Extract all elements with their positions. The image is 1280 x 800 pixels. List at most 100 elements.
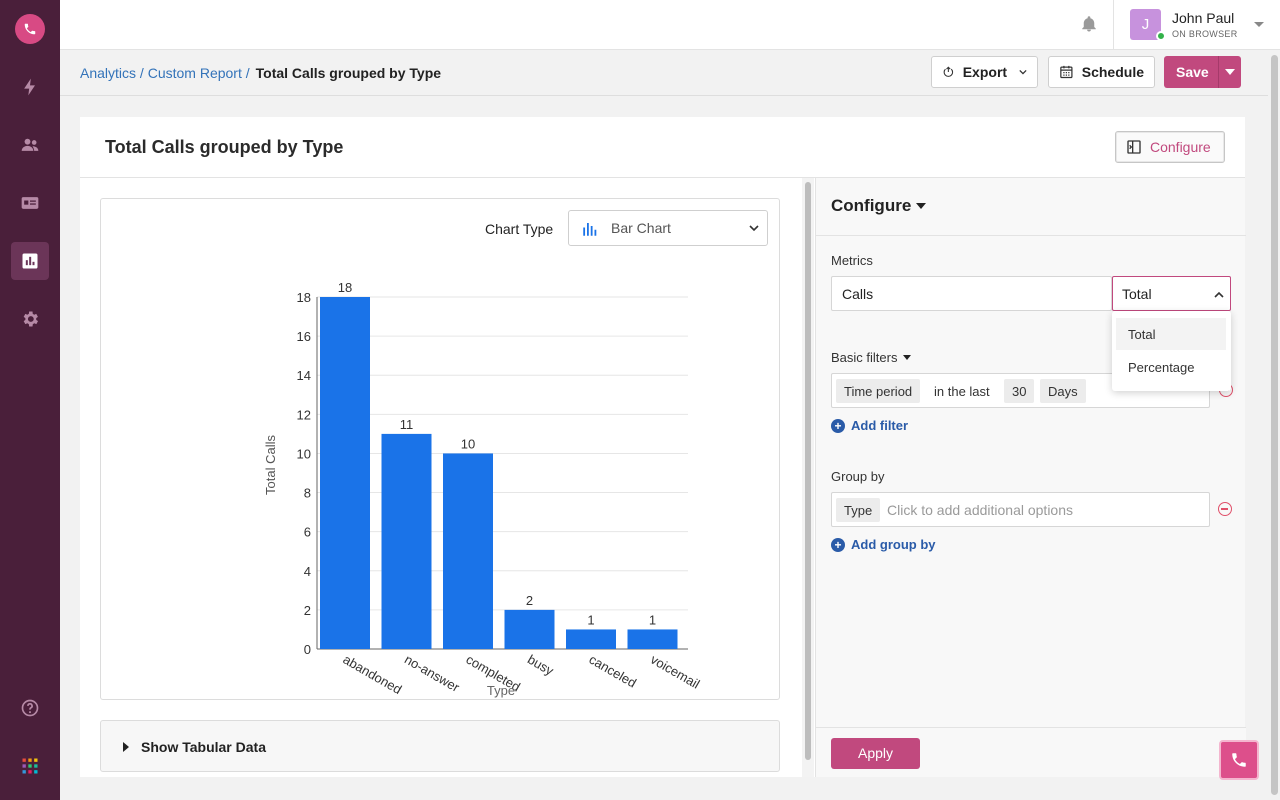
- x-tick-label: busy: [525, 652, 557, 679]
- gear-icon[interactable]: [11, 300, 49, 338]
- y-tick-label: 10: [297, 446, 311, 461]
- remove-group-by-icon[interactable]: [1218, 502, 1232, 516]
- filter-operator[interactable]: in the last: [934, 384, 990, 399]
- calendar-icon: [1060, 65, 1073, 79]
- x-tick-label: voicemail: [648, 652, 703, 692]
- phone-icon: [1232, 753, 1246, 767]
- data-label: 11: [400, 417, 414, 432]
- y-tick-label: 8: [304, 486, 311, 501]
- show-tabular-data-label: Show Tabular Data: [141, 739, 266, 755]
- configure-panel: Configure Metrics Calls Total Total Perc…: [815, 178, 1246, 777]
- add-filter-link[interactable]: + Add filter: [831, 418, 908, 433]
- schedule-button[interactable]: Schedule: [1048, 56, 1155, 88]
- bar-chart-icon: [583, 223, 597, 236]
- page-scrollbar[interactable]: [1268, 50, 1280, 800]
- aggregation-select[interactable]: Total: [1112, 276, 1231, 311]
- filter-field-chip[interactable]: Time period: [836, 379, 921, 403]
- chevron-down-icon: [1019, 69, 1027, 75]
- apps-grid-icon[interactable]: [11, 747, 49, 785]
- x-tick-label: abandoned: [341, 652, 405, 698]
- report-card: Total Calls grouped by Type Configure Ch…: [80, 117, 1246, 777]
- filter-amount-chip[interactable]: 30: [1004, 379, 1035, 403]
- filter-unit-chip[interactable]: Days: [1040, 379, 1086, 403]
- add-group-by-link[interactable]: + Add group by: [831, 537, 936, 552]
- data-label: 1: [649, 612, 656, 627]
- top-header: J John Paul ON BROWSER: [60, 0, 1280, 50]
- bar: [443, 453, 493, 649]
- group-by-placeholder[interactable]: Click to add additional options: [887, 502, 1074, 518]
- bar: [566, 629, 616, 649]
- breadcrumb-separator: /: [241, 65, 250, 81]
- show-tabular-data-toggle[interactable]: Show Tabular Data: [100, 720, 780, 772]
- plus-circle-icon: +: [831, 418, 845, 433]
- analytics-icon[interactable]: [11, 242, 49, 280]
- panel-icon: [1127, 140, 1141, 154]
- help-icon[interactable]: [11, 689, 49, 727]
- contacts-icon[interactable]: [11, 126, 49, 164]
- bar-chart: 02468101214161818abandoned11no-answer10c…: [263, 280, 703, 698]
- bar: [381, 433, 432, 649]
- save-button[interactable]: Save: [1164, 56, 1241, 88]
- basic-filters-header[interactable]: Basic filters: [831, 350, 912, 365]
- x-tick-label: no-answer: [402, 652, 463, 696]
- caret-down-icon[interactable]: [916, 203, 926, 209]
- chart-type-value: Bar Chart: [611, 220, 671, 236]
- metric-field[interactable]: Calls: [831, 276, 1112, 311]
- configure-toggle-label: Configure: [1150, 139, 1211, 155]
- y-tick-label: 4: [304, 564, 311, 579]
- breadcrumb-custom-report[interactable]: Custom Report: [147, 65, 242, 81]
- apply-button[interactable]: Apply: [831, 738, 920, 769]
- dropdown-option-percentage[interactable]: Percentage: [1128, 360, 1195, 375]
- header-divider: [1113, 0, 1114, 50]
- chevron-up-icon: [1214, 291, 1224, 298]
- caret-down-icon: [903, 355, 912, 360]
- card-divider: [80, 177, 1245, 178]
- group-by-label: Group by: [831, 469, 885, 484]
- page-scrollbar-thumb[interactable]: [1271, 55, 1278, 795]
- online-status-dot: [1156, 31, 1166, 41]
- breadcrumb: Analytics / Custom Report / Total Calls g…: [80, 65, 441, 81]
- phone-dialer-button[interactable]: [1219, 740, 1259, 780]
- y-tick-label: 12: [297, 407, 311, 422]
- user-name[interactable]: John Paul: [1172, 10, 1235, 26]
- time-period-filter[interactable]: Time period in the last 30 Days: [831, 373, 1210, 408]
- save-label: Save: [1176, 64, 1209, 80]
- chevron-down-icon[interactable]: [1254, 22, 1264, 27]
- y-tick-label: 6: [304, 525, 311, 540]
- breadcrumb-current: Total Calls grouped by Type: [255, 65, 442, 81]
- configure-toggle-button[interactable]: Configure: [1115, 131, 1225, 163]
- y-tick-label: 2: [304, 603, 311, 618]
- data-label: 18: [338, 280, 352, 295]
- bell-icon[interactable]: [1080, 14, 1098, 39]
- export-label: Export: [962, 64, 1008, 80]
- breadcrumb-separator: /: [136, 65, 148, 81]
- bar: [320, 297, 370, 649]
- configure-footer: Apply: [816, 727, 1246, 777]
- lightning-icon[interactable]: [11, 68, 49, 106]
- user-status: ON BROWSER: [1172, 29, 1238, 39]
- save-options-chevron-icon[interactable]: [1225, 69, 1235, 75]
- aggregation-dropdown: Total Percentage: [1112, 311, 1231, 391]
- group-by-field[interactable]: Type Click to add additional options: [831, 492, 1210, 527]
- export-button[interactable]: Export: [931, 56, 1038, 88]
- chart-scrollbar[interactable]: [802, 178, 814, 777]
- phone-logo-icon[interactable]: [15, 14, 45, 44]
- data-label: 1: [587, 612, 594, 627]
- card-icon[interactable]: [11, 184, 49, 222]
- breadcrumb-analytics[interactable]: Analytics: [80, 65, 137, 81]
- chart-scrollbar-thumb[interactable]: [805, 182, 811, 760]
- y-axis-title: Total Calls: [263, 435, 278, 495]
- x-tick-label: canceled: [587, 652, 640, 691]
- metric-value: Calls: [842, 286, 874, 302]
- bar: [504, 609, 555, 649]
- add-group-by-label: Add group by: [851, 537, 936, 552]
- chart-type-select[interactable]: Bar Chart: [568, 210, 768, 246]
- dropdown-option-total[interactable]: Total: [1116, 318, 1226, 350]
- configure-heading: Configure: [831, 196, 912, 215]
- configure-header[interactable]: Configure: [816, 178, 1246, 236]
- avatar[interactable]: J: [1130, 9, 1161, 40]
- y-tick-label: 14: [297, 368, 311, 383]
- export-icon: [943, 66, 954, 77]
- bar: [627, 629, 678, 649]
- group-by-chip[interactable]: Type: [836, 498, 881, 522]
